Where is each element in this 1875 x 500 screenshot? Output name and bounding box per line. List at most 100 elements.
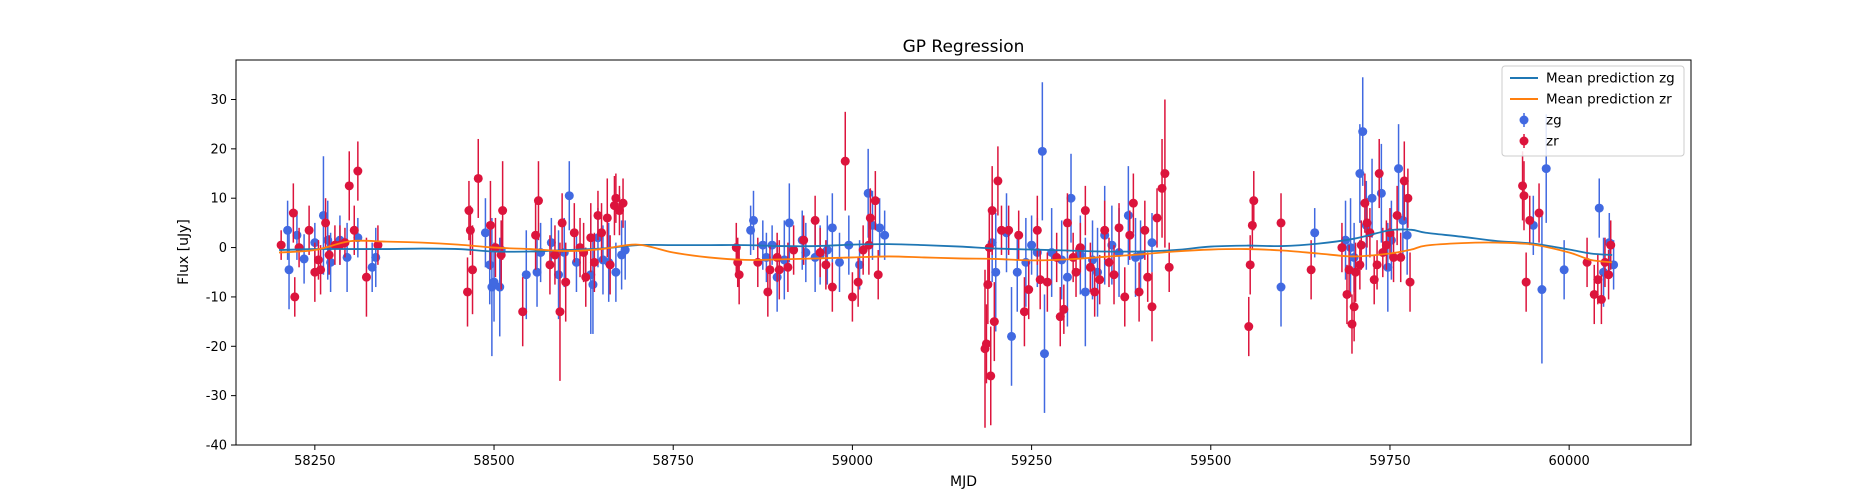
point-zg: [835, 258, 844, 267]
point-zr: [534, 196, 543, 205]
point-zr: [597, 228, 606, 237]
point-zg: [991, 268, 1000, 277]
legend-label-zg: zg: [1546, 113, 1562, 129]
point-zr: [982, 339, 991, 348]
legend-label-zr-line: Mean prediction zr: [1546, 92, 1672, 108]
point-zr: [1095, 275, 1104, 284]
point-zr: [1403, 194, 1412, 203]
y-tick-label: 10: [210, 192, 227, 207]
point-zg: [1063, 273, 1072, 282]
point-zr: [325, 250, 334, 259]
point-zr: [468, 265, 477, 274]
point-zr: [289, 209, 298, 218]
point-zg: [371, 253, 380, 262]
point-zr: [1086, 263, 1095, 272]
point-zr: [466, 226, 475, 235]
point-zr: [545, 260, 554, 269]
point-zr: [1105, 258, 1114, 267]
point-zg: [343, 253, 352, 262]
point-zg: [875, 223, 884, 232]
point-zg: [1537, 285, 1546, 294]
x-tick-label: 58250: [294, 454, 335, 469]
point-zg: [1013, 268, 1022, 277]
point-zr: [1360, 199, 1369, 208]
point-zr: [874, 270, 883, 279]
point-zr: [1129, 199, 1138, 208]
point-zr: [353, 167, 362, 176]
point-zr: [474, 174, 483, 183]
point-zr: [1355, 260, 1364, 269]
point-zg: [1394, 164, 1403, 173]
series-zr: [277, 99, 1616, 427]
point-zr: [990, 317, 999, 326]
point-zg: [495, 283, 504, 292]
point-zg: [749, 216, 758, 225]
point-zr: [816, 248, 825, 257]
point-zg: [283, 226, 292, 235]
point-zr: [498, 206, 507, 215]
point-zr: [1248, 221, 1257, 230]
point-zr: [463, 287, 472, 296]
point-zr: [841, 157, 850, 166]
point-zr: [1090, 287, 1099, 296]
point-zr: [606, 260, 615, 269]
point-zr: [1153, 213, 1162, 222]
y-tick-label: -10: [206, 290, 227, 305]
point-zr: [811, 216, 820, 225]
point-zg: [785, 218, 794, 227]
point-zg: [300, 254, 309, 263]
point-zr: [550, 250, 559, 259]
point-zr: [362, 273, 371, 282]
x-tick-label: 59250: [1011, 454, 1052, 469]
point-zr: [828, 283, 837, 292]
point-zr: [277, 241, 286, 250]
point-zr: [603, 213, 612, 222]
point-zr: [1525, 216, 1534, 225]
x-tick-label: 59750: [1369, 454, 1410, 469]
line-mean-prediction-zr: [279, 241, 1612, 263]
point-zr: [871, 196, 880, 205]
point-zg: [611, 268, 620, 277]
point-zr: [1347, 320, 1356, 329]
series-zg: [283, 77, 1618, 413]
point-zg: [828, 223, 837, 232]
chart-title: GP Regression: [903, 37, 1025, 57]
point-zr: [775, 265, 784, 274]
point-zr: [1606, 241, 1615, 250]
point-zr: [555, 307, 564, 316]
point-zr: [1165, 263, 1174, 272]
point-zr: [464, 206, 473, 215]
point-zr: [986, 371, 995, 380]
x-tick-label: 59500: [1190, 454, 1231, 469]
point-zr: [1135, 287, 1144, 296]
point-zg: [1277, 283, 1286, 292]
point-zr: [1375, 169, 1384, 178]
point-zr: [314, 255, 323, 264]
x-axis-label: MJD: [950, 474, 977, 490]
point-zg: [1377, 189, 1386, 198]
point-zr: [1043, 278, 1052, 287]
point-zg: [285, 265, 294, 274]
point-zr: [1519, 191, 1528, 200]
y-tick-label: 30: [210, 93, 227, 108]
point-zr: [1518, 181, 1527, 190]
line-mean-prediction-zg: [279, 229, 1612, 255]
legend: Mean prediction zg Mean prediction zr zg…: [1502, 66, 1684, 156]
point-zg: [1403, 231, 1412, 240]
point-zr: [1033, 226, 1042, 235]
point-zr: [619, 199, 628, 208]
point-zr: [305, 226, 314, 235]
point-zr: [854, 278, 863, 287]
point-zr: [1059, 305, 1068, 314]
point-zr: [821, 260, 830, 269]
point-zr: [988, 206, 997, 215]
y-tick-label: -30: [206, 389, 227, 404]
point-zr: [1342, 290, 1351, 299]
point-zg: [1124, 211, 1133, 220]
point-zr: [1115, 223, 1124, 232]
point-zr: [1350, 302, 1359, 311]
point-zr: [1396, 253, 1405, 262]
point-zr: [590, 258, 599, 267]
point-zr: [321, 218, 330, 227]
x-tick-label: 58750: [653, 454, 694, 469]
